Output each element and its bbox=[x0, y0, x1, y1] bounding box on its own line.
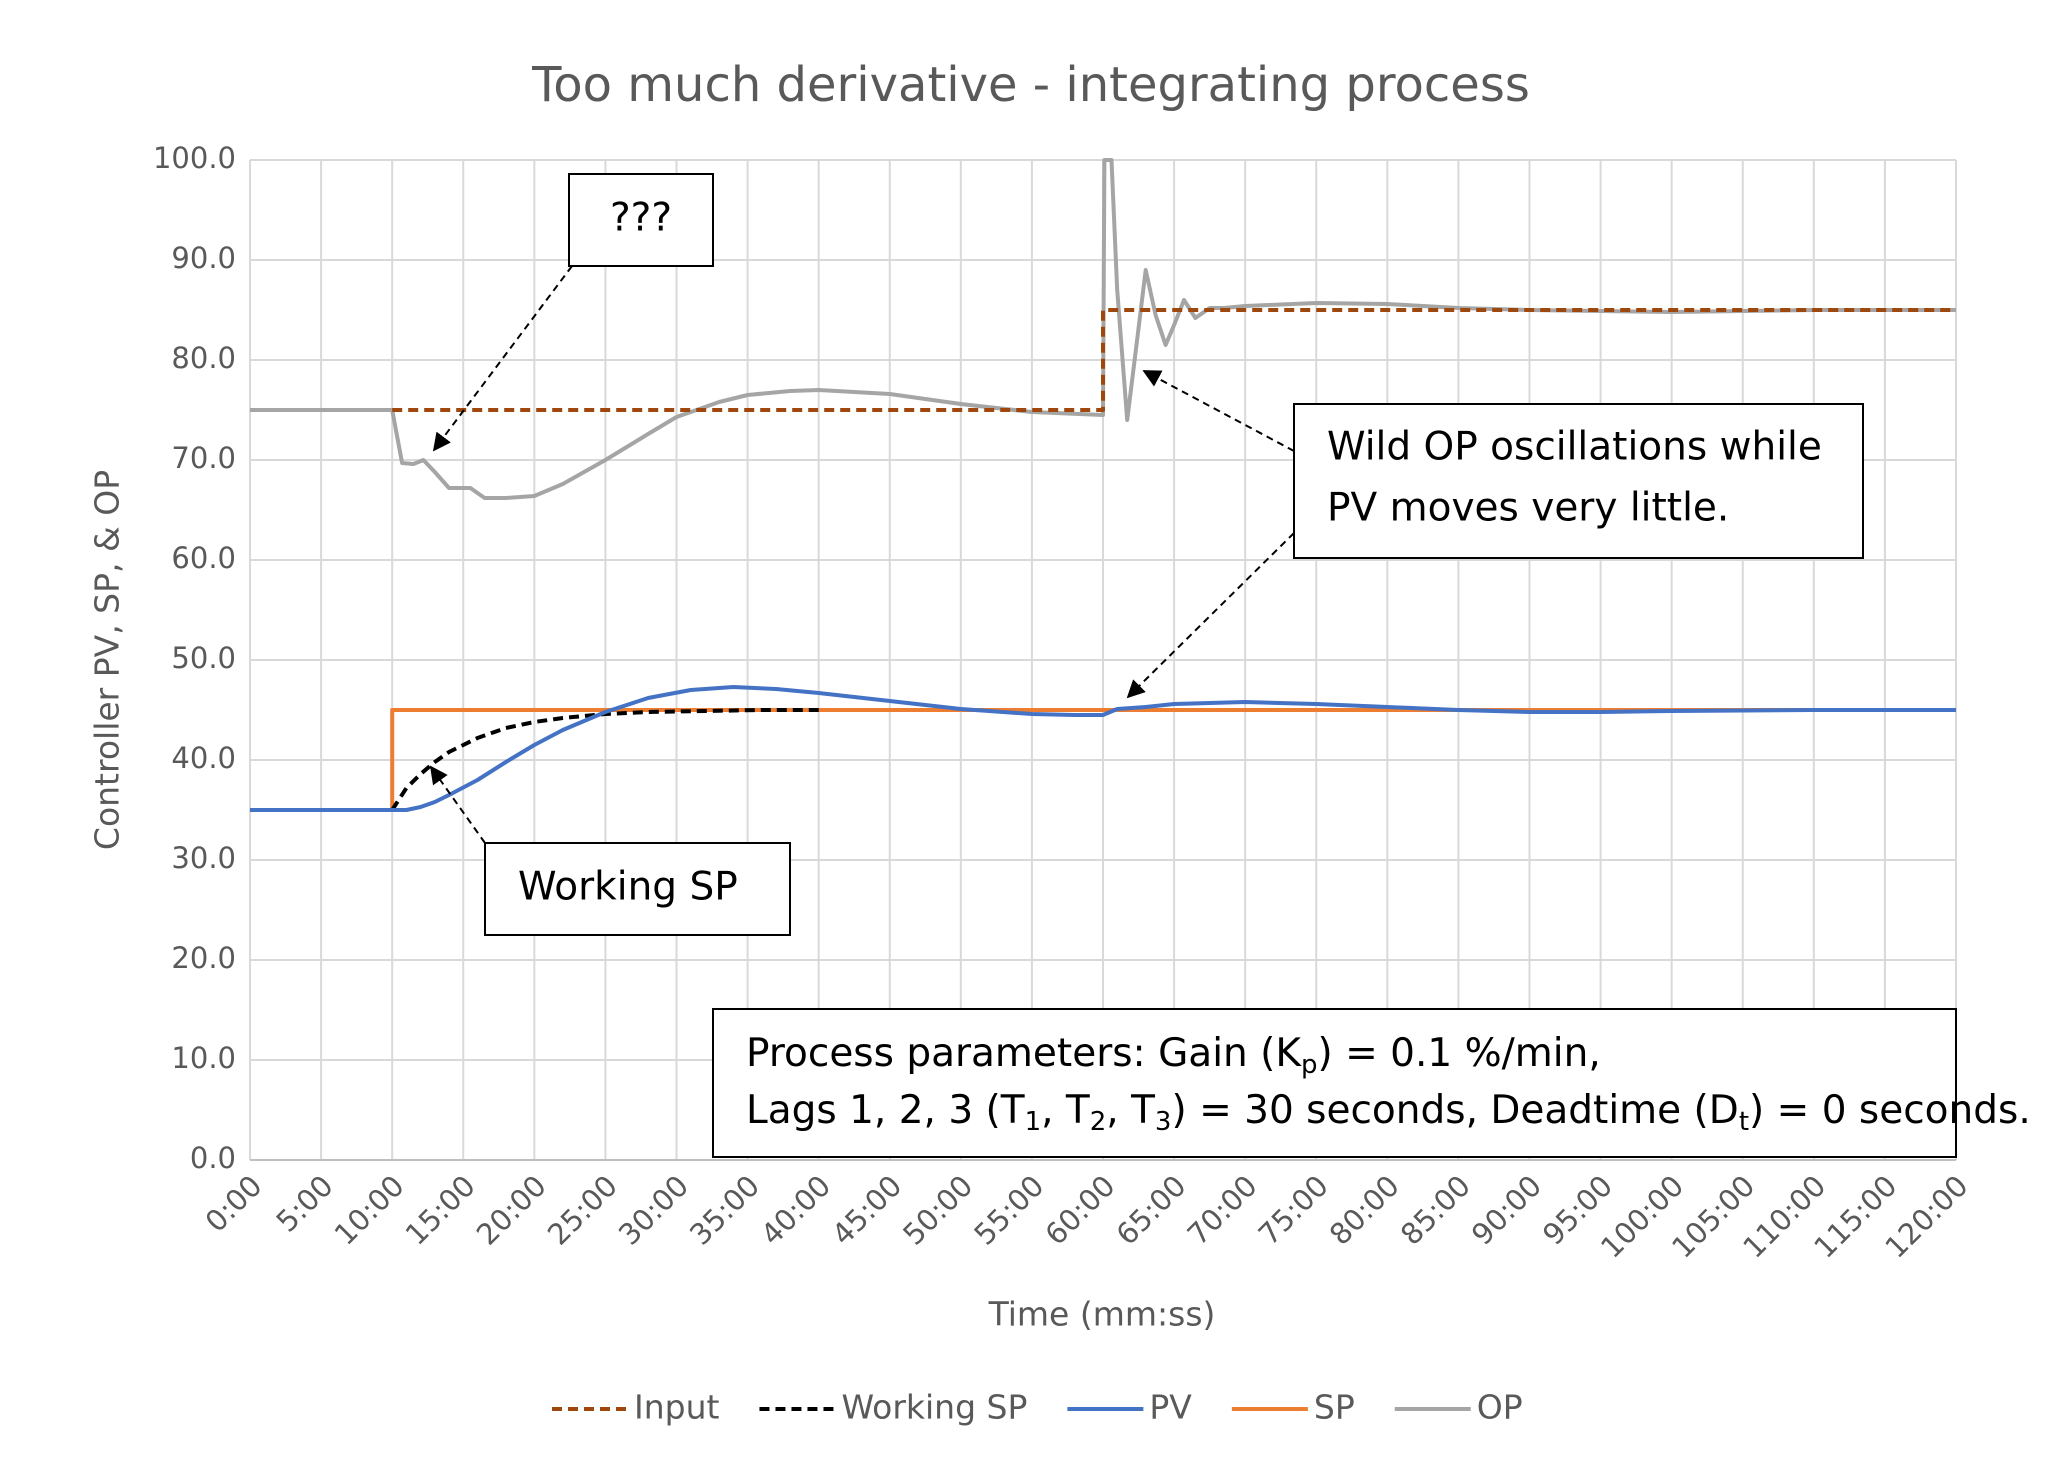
subscript: p bbox=[1301, 1050, 1318, 1080]
series-line bbox=[250, 685, 1956, 812]
y-tick-label: 30.0 bbox=[171, 841, 236, 875]
annotation-text: ) = 30 seconds, Deadtime (D bbox=[1171, 1088, 1738, 1133]
y-tick-label: 0.0 bbox=[190, 1141, 236, 1175]
subscript: 1 bbox=[1025, 1107, 1042, 1137]
series-line bbox=[392, 308, 1956, 412]
annotation-text: ) = 0 seconds. bbox=[1749, 1088, 2031, 1133]
y-tick-label: 10.0 bbox=[171, 1041, 236, 1075]
legend: Input Working SP PV SP OP bbox=[552, 1388, 1523, 1427]
annotation: ??? bbox=[610, 196, 672, 241]
annotation-arrow bbox=[432, 265, 573, 452]
legend-label: Input bbox=[634, 1388, 720, 1427]
y-tick-label: 70.0 bbox=[171, 441, 236, 475]
annotation-arrow bbox=[1142, 370, 1295, 452]
chart-title: Too much derivative - integrating proces… bbox=[531, 57, 1530, 113]
annotation: Lags 1, 2, 3 (T1, T2, T3) = 30 seconds, … bbox=[746, 1088, 2031, 1137]
legend-label: Working SP bbox=[841, 1388, 1027, 1427]
y-tick-label: 100.0 bbox=[153, 141, 236, 175]
y-tick-label: 80.0 bbox=[171, 341, 236, 375]
annotation-box bbox=[1293, 403, 1864, 559]
annotation-arrow bbox=[1126, 532, 1295, 699]
subscript: t bbox=[1739, 1107, 1749, 1137]
annotation-arrow bbox=[429, 765, 486, 844]
annotation: Wild OP oscillations while bbox=[1327, 425, 1822, 470]
annotation-text: , T bbox=[1041, 1088, 1090, 1133]
annotation-box bbox=[568, 173, 714, 267]
annotation-text: Lags 1, 2, 3 (T bbox=[746, 1088, 1025, 1133]
annotation: Working SP bbox=[518, 865, 738, 910]
subscript: 3 bbox=[1155, 1107, 1172, 1137]
legend-label: OP bbox=[1477, 1388, 1523, 1427]
annotation: Process parameters: Gain (Kp) = 0.1 %/mi… bbox=[746, 1031, 1601, 1080]
annotation-text: , T bbox=[1106, 1088, 1155, 1133]
legend-label: PV bbox=[1149, 1388, 1192, 1427]
annotations: ??? Working SP Wild OP oscillations whil… bbox=[429, 173, 2031, 1158]
y-tick-label: 60.0 bbox=[171, 541, 236, 575]
y-axis-title: Controller PV, SP, & OP bbox=[88, 470, 127, 850]
y-tick-label: 90.0 bbox=[171, 241, 236, 275]
annotation-box bbox=[484, 842, 791, 936]
legend-label: SP bbox=[1314, 1388, 1355, 1427]
subscript: 2 bbox=[1090, 1107, 1107, 1137]
annotation-text: Process parameters: Gain (K bbox=[746, 1031, 1302, 1076]
y-tick-label: 20.0 bbox=[171, 941, 236, 975]
x-axis-title: Time (mm:ss) bbox=[988, 1295, 1216, 1334]
y-tick-label: 40.0 bbox=[171, 741, 236, 775]
annotation: PV moves very little. bbox=[1327, 486, 1729, 531]
series-line bbox=[390, 708, 819, 812]
plot-area bbox=[250, 158, 1956, 812]
y-tick-label: 50.0 bbox=[171, 641, 236, 675]
series-line bbox=[250, 158, 1956, 500]
annotation-text: ) = 0.1 %/min, bbox=[1317, 1031, 1600, 1076]
annotation-box bbox=[712, 1008, 1957, 1158]
